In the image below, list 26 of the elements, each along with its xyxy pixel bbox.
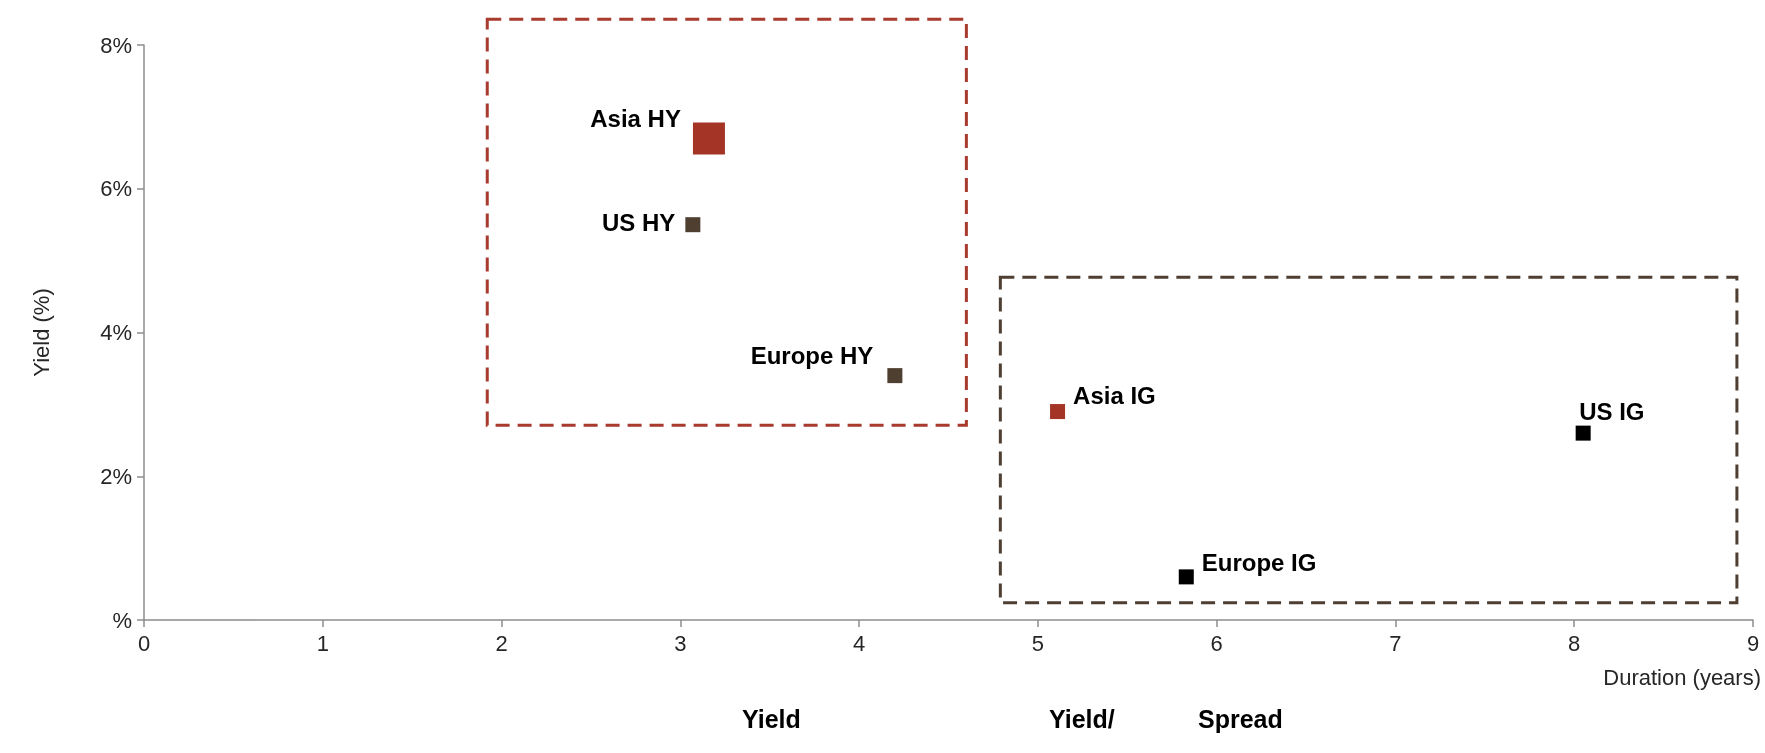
text: Yield: [742, 704, 801, 733]
x-tick-label: 6: [1210, 630, 1223, 656]
series-label: Europe IG: [1201, 549, 1317, 577]
x-tick-label: 2: [495, 630, 508, 656]
series-label: Asia HY: [590, 104, 681, 132]
y-tick-label: %: [112, 607, 132, 633]
y-tick-label: 8%: [100, 32, 132, 58]
series-label: Europe HY: [750, 342, 874, 370]
text: Yield/: [1049, 704, 1115, 733]
x-tick-label: 3: [674, 630, 687, 656]
x-tick-label: 8: [1568, 630, 1581, 656]
x-tick-label: 0: [137, 630, 151, 656]
y-tick-label: 2%: [100, 463, 132, 489]
series-label: US IG: [1579, 398, 1645, 426]
x-axis-title: Duration (years): [1603, 664, 1761, 690]
y-axis-title: Yield (%): [28, 288, 54, 377]
x-tick-label: 7: [1389, 630, 1402, 656]
y-tick-label: 6%: [100, 176, 132, 202]
text: Spread: [1198, 704, 1283, 733]
x-tick-label: 9: [1746, 630, 1760, 656]
series-label: US HY: [601, 209, 676, 237]
x-tick-label: 4: [852, 630, 866, 656]
x-tick-label: 1: [316, 630, 329, 656]
series-label: Asia IG: [1073, 382, 1156, 410]
y-tick-label: 4%: [100, 320, 132, 345]
x-tick-label: 5: [1031, 630, 1045, 656]
